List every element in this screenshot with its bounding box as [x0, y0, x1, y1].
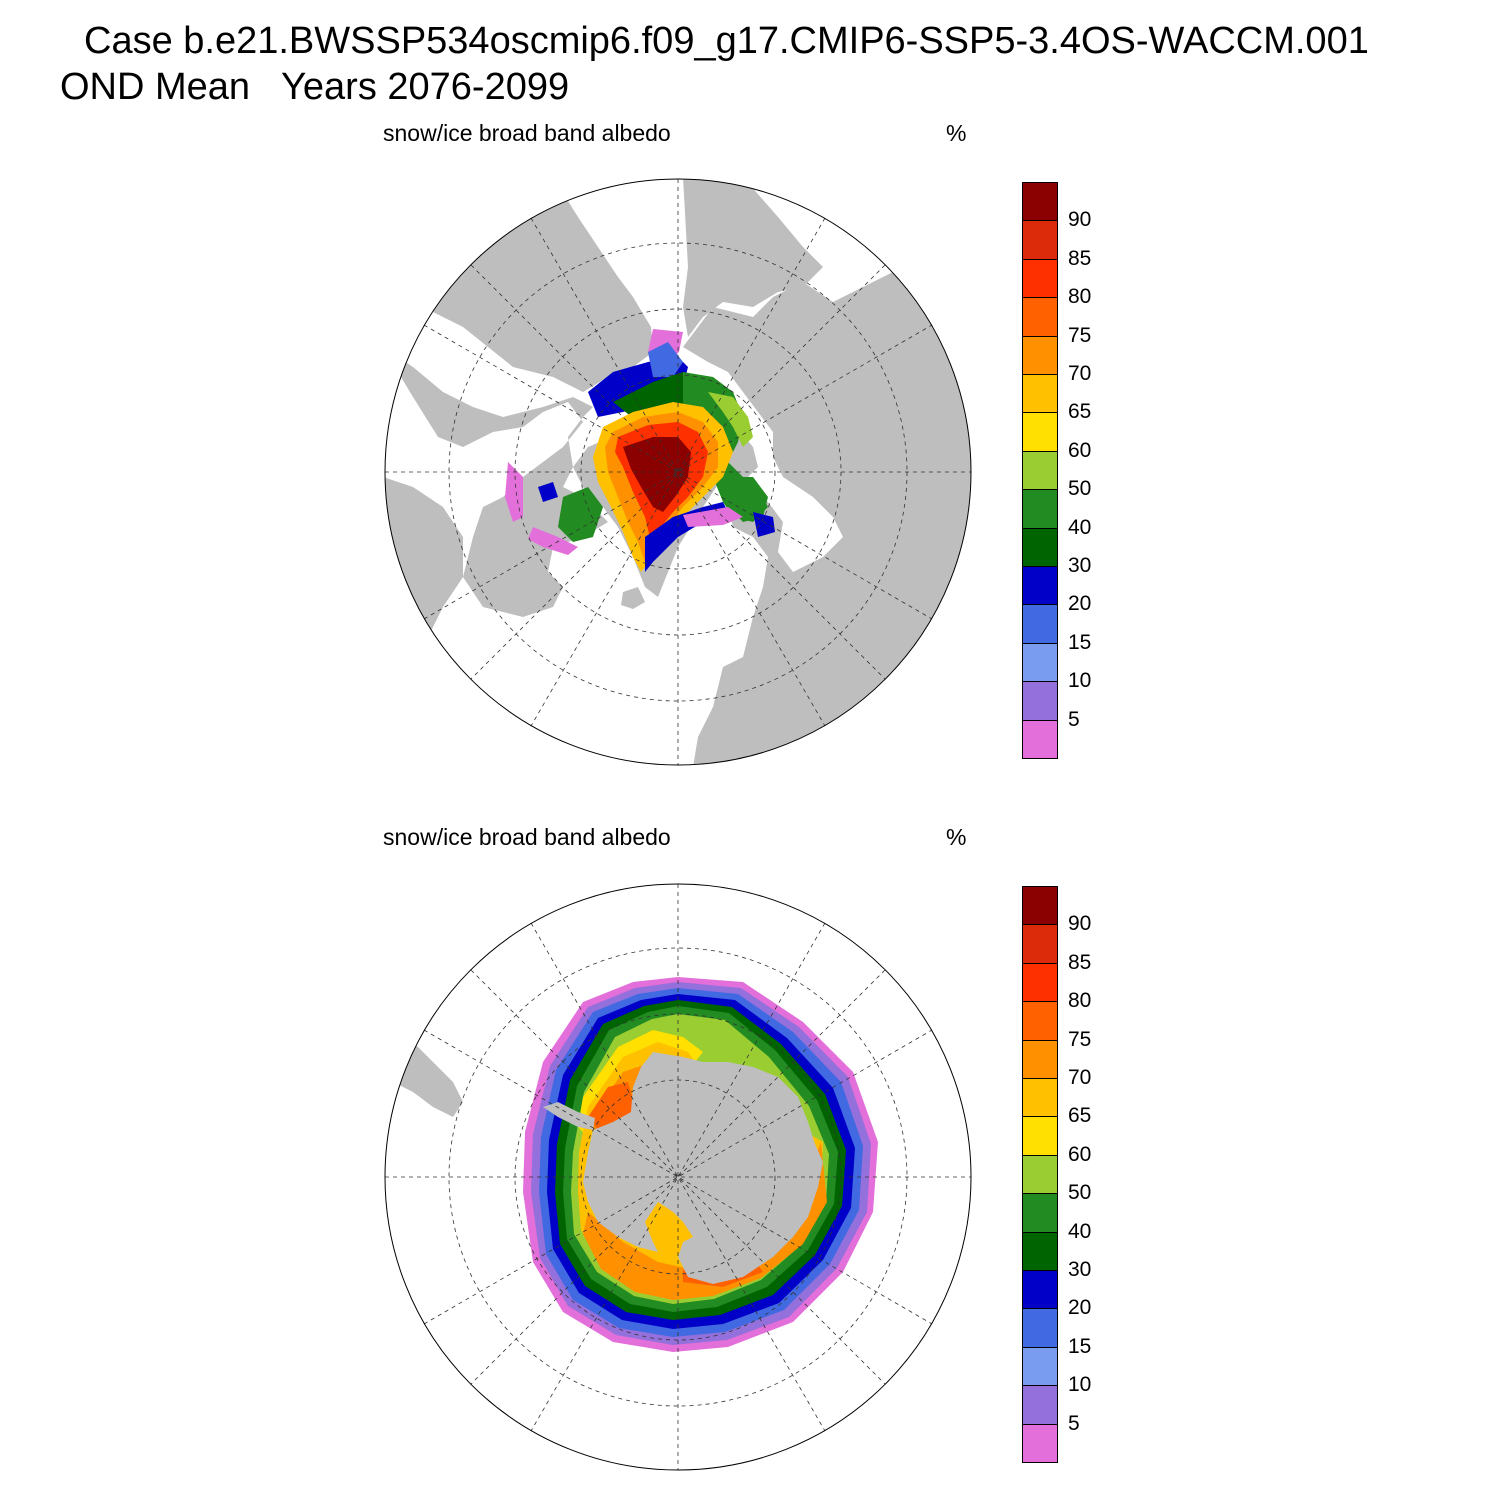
- north-colorbar-box: [1022, 642, 1058, 683]
- south-colorbar-box: [1022, 1385, 1058, 1425]
- north-polar-map: [384, 178, 972, 766]
- south-colorbar-label: 65: [1068, 1104, 1092, 1128]
- north-colorbar-label: 5: [1068, 707, 1080, 731]
- north-panel-title: snow/ice broad band albedo: [383, 120, 671, 146]
- south-colorbar-label: 75: [1068, 1027, 1092, 1051]
- north-colorbar-box: [1022, 220, 1058, 260]
- south-land-antarctica: [583, 1052, 823, 1284]
- north-colorbar-label: 70: [1068, 362, 1092, 385]
- south-colorbar-label: 10: [1068, 1373, 1092, 1397]
- south-colorbar-label: 5: [1068, 1411, 1080, 1435]
- north-colorbar-label: 50: [1068, 477, 1092, 501]
- south-colorbar-label: 30: [1068, 1258, 1092, 1281]
- south-colorbar-box: [1022, 1001, 1058, 1041]
- north-colorbar-label: 30: [1068, 554, 1092, 577]
- north-map-border: [384, 178, 972, 766]
- north-land-eurasia: [683, 217, 971, 765]
- south-panel-units: %: [946, 824, 967, 850]
- south-colorbar-label: 50: [1068, 1181, 1092, 1205]
- south-colorbar-label: 70: [1068, 1066, 1092, 1089]
- north-colorbar-label: 15: [1068, 630, 1092, 654]
- south-colorbar-label: 80: [1068, 989, 1092, 1013]
- north-sea-ice: [505, 329, 775, 572]
- south-polar-map: [384, 883, 972, 1471]
- north-land-chukotka: [683, 179, 823, 337]
- north-colorbar-box: [1022, 489, 1058, 529]
- north-graticule: [385, 179, 971, 765]
- north-colorbar: 90 85 80 75 70 65 60 50 40 30 20 15 10 5: [1022, 182, 1091, 759]
- north-colorbar-box: [1022, 374, 1058, 414]
- north-colorbar-label: 80: [1068, 285, 1092, 309]
- north-colorbar-box: [1022, 566, 1058, 606]
- north-colorbar-box: [1022, 297, 1058, 337]
- south-colorbar-box: [1022, 1346, 1058, 1387]
- south-colorbar-box: [1022, 1308, 1058, 1348]
- north-colorbar-label: 65: [1068, 400, 1092, 424]
- south-map-border: [384, 883, 972, 1471]
- south-colorbar-box: [1022, 962, 1058, 1003]
- south-colorbar-box: [1022, 1231, 1058, 1271]
- north-colorbar-box: [1022, 412, 1058, 452]
- south-colorbar-box: [1022, 1193, 1058, 1233]
- south-land-antarctic-peninsula: [543, 1102, 595, 1130]
- south-colorbar-box: [1022, 1039, 1058, 1079]
- south-colorbar-box: [1022, 1154, 1058, 1195]
- north-colorbar-label: 85: [1068, 246, 1092, 270]
- north-colorbar-label: 75: [1068, 323, 1092, 347]
- sub-title: OND Mean Years 2076-2099: [60, 66, 570, 108]
- south-colorbar-label: 20: [1068, 1296, 1092, 1320]
- south-graticule: [385, 884, 971, 1470]
- north-colorbar-box: [1022, 335, 1058, 375]
- south-colorbar-label: 40: [1068, 1219, 1092, 1243]
- north-panel-units: %: [946, 120, 967, 146]
- north-land-svalbard: [621, 587, 645, 609]
- south-panel-title: snow/ice broad band albedo: [383, 824, 671, 850]
- south-colorbar-label: 60: [1068, 1142, 1092, 1166]
- south-colorbar-box: [1022, 886, 1058, 926]
- main-title: Case b.e21.BWSSP534oscmip6.f09_g17.CMIP6…: [84, 20, 1369, 62]
- north-colorbar-box: [1022, 604, 1058, 644]
- south-colorbar-label: 85: [1068, 950, 1092, 974]
- south-colorbar-box: [1022, 924, 1058, 964]
- south-colorbar-label: 90: [1068, 912, 1092, 936]
- south-colorbar-label: 15: [1068, 1334, 1092, 1358]
- north-colorbar-box: [1022, 527, 1058, 567]
- north-colorbar-label: 60: [1068, 438, 1092, 462]
- south-colorbar-box: [1022, 1078, 1058, 1118]
- south-colorbar: 90 85 80 75 70 65 60 50 40 30 20 15 10 5: [1022, 886, 1091, 1463]
- north-colorbar-label: 20: [1068, 592, 1092, 616]
- north-colorbar-box: [1022, 258, 1058, 299]
- south-colorbar-box: [1022, 1116, 1058, 1156]
- north-colorbar-box: [1022, 681, 1058, 721]
- north-colorbar-box: [1022, 182, 1058, 222]
- south-colorbar-box: [1022, 1423, 1058, 1463]
- north-colorbar-label: 10: [1068, 669, 1092, 693]
- north-colorbar-box: [1022, 719, 1058, 759]
- north-colorbar-label: 90: [1068, 208, 1092, 232]
- north-colorbar-box: [1022, 450, 1058, 491]
- south-colorbar-box: [1022, 1270, 1058, 1310]
- north-colorbar-label: 40: [1068, 515, 1092, 539]
